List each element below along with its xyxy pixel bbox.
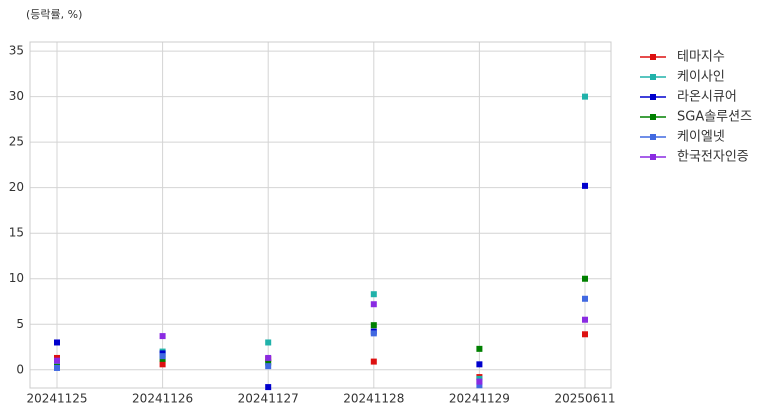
point-marker <box>582 275 588 282</box>
point-marker <box>370 322 377 329</box>
y-axis-label: (등락률, %) <box>26 8 82 21</box>
x-tick-label: 20241125 <box>26 392 87 406</box>
y-tick-label: 15 <box>9 226 24 240</box>
x-tick-label: 20241128 <box>343 392 404 406</box>
legend-label: 한국전자인증 <box>677 150 749 165</box>
point-marker <box>582 316 588 323</box>
point-marker <box>476 378 483 385</box>
point-marker <box>159 353 166 360</box>
point-marker <box>476 345 483 352</box>
point-marker <box>582 93 588 100</box>
point-marker <box>582 295 588 302</box>
x-tick-label: 20241126 <box>132 392 193 406</box>
x-tick-label: 20241127 <box>238 392 299 406</box>
legend-marker <box>650 134 656 140</box>
legend-marker <box>650 74 656 80</box>
y-tick-label: 30 <box>9 89 24 103</box>
y-tick-label: 5 <box>16 317 24 331</box>
y-tick-label: 35 <box>9 44 24 58</box>
point-marker <box>370 358 377 365</box>
legend-marker <box>650 114 656 120</box>
legend-label: 테마지수 <box>677 50 725 65</box>
point-marker <box>265 354 272 361</box>
legend-marker <box>650 94 656 100</box>
point-marker <box>476 361 483 368</box>
point-marker <box>370 291 377 298</box>
point-marker <box>159 361 166 368</box>
legend-label: 케이사인 <box>677 70 725 85</box>
y-tick-label: 10 <box>9 271 24 285</box>
point-marker <box>582 182 588 189</box>
point-marker <box>582 331 588 338</box>
point-marker <box>54 339 60 346</box>
legend-marker <box>650 154 656 160</box>
legend-label: 케이엘넷 <box>677 130 725 145</box>
legend-marker <box>650 54 656 60</box>
x-tick-label: 20250611 <box>554 392 615 406</box>
legend-label: SGA솔루션즈 <box>677 110 752 125</box>
y-tick-label: 25 <box>9 135 24 149</box>
point-marker <box>265 384 272 391</box>
point-marker <box>265 339 272 346</box>
point-marker <box>370 330 377 337</box>
y-tick-label: 20 <box>9 180 24 194</box>
point-marker <box>265 363 272 370</box>
point-marker <box>159 333 166 340</box>
point-marker <box>476 382 483 389</box>
y-tick-label: 0 <box>16 362 24 376</box>
x-tick-label: 20241129 <box>449 392 510 406</box>
point-marker <box>54 357 60 364</box>
point-marker <box>54 364 60 371</box>
legend-label: 라온시큐어 <box>677 90 737 105</box>
plot-frame <box>29 41 612 389</box>
point-marker <box>265 359 272 366</box>
point-marker <box>370 301 377 308</box>
